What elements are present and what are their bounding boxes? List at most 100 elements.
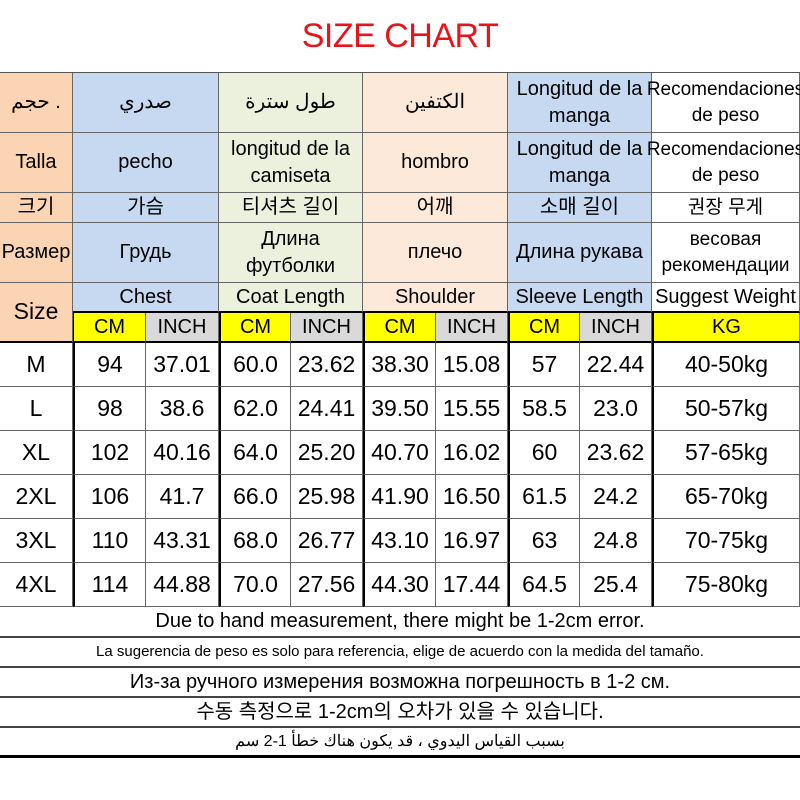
header-coat: طول سترة bbox=[219, 73, 363, 133]
header-weight: Suggest Weight bbox=[652, 283, 800, 313]
size-label: L bbox=[0, 387, 73, 431]
table-cell: 63 bbox=[508, 519, 580, 563]
table-cell: 24.2 bbox=[580, 475, 652, 519]
header-weight: Recomendaciones de peso bbox=[647, 133, 800, 193]
header-chest: صدري bbox=[73, 73, 219, 133]
table-cell: 23.0 bbox=[580, 387, 652, 431]
table-cell: 75-80kg bbox=[652, 563, 800, 607]
header-weight: весовая рекомендации bbox=[652, 223, 800, 283]
table-cell: 57 bbox=[508, 343, 580, 387]
table-cell: 68.0 bbox=[219, 519, 291, 563]
header-sleeve: Sleeve Length bbox=[508, 283, 652, 313]
table-cell: 43.31 bbox=[146, 519, 219, 563]
unit-cm: CM bbox=[508, 313, 580, 343]
unit-kg: KG bbox=[652, 313, 800, 343]
table-cell: 17.44 bbox=[436, 563, 508, 607]
table-cell: 64.0 bbox=[219, 431, 291, 475]
table-cell: 102 bbox=[73, 431, 146, 475]
header-size: Talla bbox=[0, 133, 73, 193]
table-cell: 40.70 bbox=[363, 431, 436, 475]
header-size: Размер bbox=[0, 223, 73, 283]
table-cell: 40-50kg bbox=[652, 343, 800, 387]
table-cell: 94 bbox=[73, 343, 146, 387]
header-coat: longitud de la camiseta bbox=[219, 133, 363, 193]
size-table: حجم . صدري طول سترة الكتفين Longitud de la m… bbox=[0, 72, 800, 758]
table-cell: 41.90 bbox=[363, 475, 436, 519]
table-cell: 16.97 bbox=[436, 519, 508, 563]
table-cell: 40.16 bbox=[146, 431, 219, 475]
header-sleeve: 소매 길이 bbox=[508, 193, 652, 223]
table-cell: 16.50 bbox=[436, 475, 508, 519]
table-cell: 15.55 bbox=[436, 387, 508, 431]
table-cell: 70-75kg bbox=[652, 519, 800, 563]
unit-inch: INCH bbox=[580, 313, 652, 343]
table-cell: 37.01 bbox=[146, 343, 219, 387]
unit-cm: CM bbox=[73, 313, 146, 343]
table-cell: 70.0 bbox=[219, 563, 291, 607]
unit-inch: INCH bbox=[291, 313, 363, 343]
table-cell: 61.5 bbox=[508, 475, 580, 519]
footnote: Из-за ручного измерения возможна погрешн… bbox=[0, 668, 800, 698]
header-shoulder: Shoulder bbox=[363, 283, 508, 313]
header-sleeve: Longitud de la manga bbox=[508, 73, 652, 133]
header-coat: Coat Length bbox=[219, 283, 363, 313]
table-cell: 114 bbox=[73, 563, 146, 607]
table-cell: 25.4 bbox=[580, 563, 652, 607]
table-cell: 58.5 bbox=[508, 387, 580, 431]
header-coat: Длина футболки bbox=[219, 223, 363, 283]
table-cell: 98 bbox=[73, 387, 146, 431]
table-cell: 64.5 bbox=[508, 563, 580, 607]
header-coat: 티셔츠 길이 bbox=[219, 193, 363, 223]
header-shoulder: hombro bbox=[363, 133, 508, 193]
table-cell: 23.62 bbox=[291, 343, 363, 387]
table-cell: 23.62 bbox=[580, 431, 652, 475]
header-chest: 가슴 bbox=[73, 193, 219, 223]
table-cell: 66.0 bbox=[219, 475, 291, 519]
table-cell: 60.0 bbox=[219, 343, 291, 387]
header-chest: Грудь bbox=[73, 223, 219, 283]
footnote: La sugerencia de peso es solo para refer… bbox=[0, 638, 800, 668]
header-size: 크기 bbox=[0, 193, 73, 223]
table-cell: 25.20 bbox=[291, 431, 363, 475]
footnote: 수동 측정으로 1-2cm의 오차가 있을 수 있습니다. bbox=[0, 698, 800, 728]
header-size: حجم . bbox=[0, 73, 73, 133]
size-label: M bbox=[0, 343, 73, 387]
size-label: 2XL bbox=[0, 475, 73, 519]
table-cell: 106 bbox=[73, 475, 146, 519]
footnote: بسبب القياس اليدوي ، قد يكون هناك خطأ 1-… bbox=[0, 728, 800, 758]
table-cell: 60 bbox=[508, 431, 580, 475]
table-cell: 24.8 bbox=[580, 519, 652, 563]
header-chest: Chest bbox=[73, 283, 219, 313]
table-cell: 43.10 bbox=[363, 519, 436, 563]
table-cell: 15.08 bbox=[436, 343, 508, 387]
chart-title: SIZE CHART bbox=[301, 16, 499, 55]
footnote: Due to hand measurement, there might be … bbox=[0, 607, 800, 638]
header-sleeve: Longitud de la manga bbox=[508, 133, 652, 193]
table-cell: 65-70kg bbox=[652, 475, 800, 519]
table-cell: 22.44 bbox=[580, 343, 652, 387]
size-label: 4XL bbox=[0, 563, 73, 607]
table-cell: 26.77 bbox=[291, 519, 363, 563]
unit-inch: INCH bbox=[436, 313, 508, 343]
table-cell: 57-65kg bbox=[652, 431, 800, 475]
table-cell: 44.88 bbox=[146, 563, 219, 607]
table-cell: 38.30 bbox=[363, 343, 436, 387]
table-cell: 27.56 bbox=[291, 563, 363, 607]
table-cell: 16.02 bbox=[436, 431, 508, 475]
table-cell: 39.50 bbox=[363, 387, 436, 431]
unit-inch: INCH bbox=[146, 313, 219, 343]
size-label: 3XL bbox=[0, 519, 73, 563]
unit-cm: CM bbox=[363, 313, 436, 343]
header-weight: Recomendaciones de peso bbox=[647, 73, 800, 133]
size-label: XL bbox=[0, 431, 73, 475]
header-shoulder: плечо bbox=[363, 223, 508, 283]
table-cell: 25.98 bbox=[291, 475, 363, 519]
header-sleeve: Длина рукава bbox=[508, 223, 652, 283]
table-cell: 41.7 bbox=[146, 475, 219, 519]
table-cell: 24.41 bbox=[291, 387, 363, 431]
header-weight: 권장 무게 bbox=[652, 193, 800, 223]
table-cell: 38.6 bbox=[146, 387, 219, 431]
table-cell: 62.0 bbox=[219, 387, 291, 431]
table-cell: 44.30 bbox=[363, 563, 436, 607]
